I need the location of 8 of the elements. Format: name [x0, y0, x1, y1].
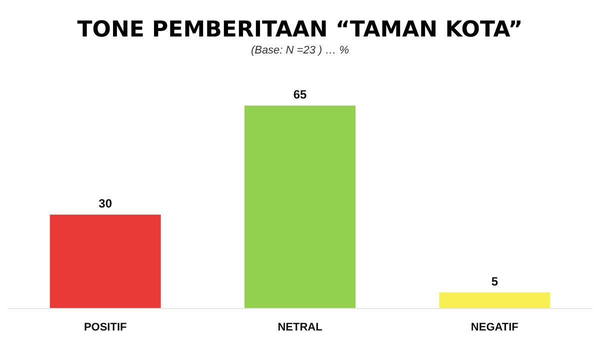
x-tick-label: NETRAL [278, 322, 323, 334]
data-label: 65 [293, 88, 307, 102]
x-tick-label: POSITIF [84, 322, 128, 334]
chart-title: TONE PEMBERITAAN “TAMAN KOTA” [77, 18, 523, 42]
data-label: 30 [98, 196, 112, 211]
data-label: 5 [491, 274, 498, 288]
chart-subtitle: (Base: N =23 ) … % [250, 44, 350, 56]
x-tick-label: NEGATIF [470, 322, 519, 334]
